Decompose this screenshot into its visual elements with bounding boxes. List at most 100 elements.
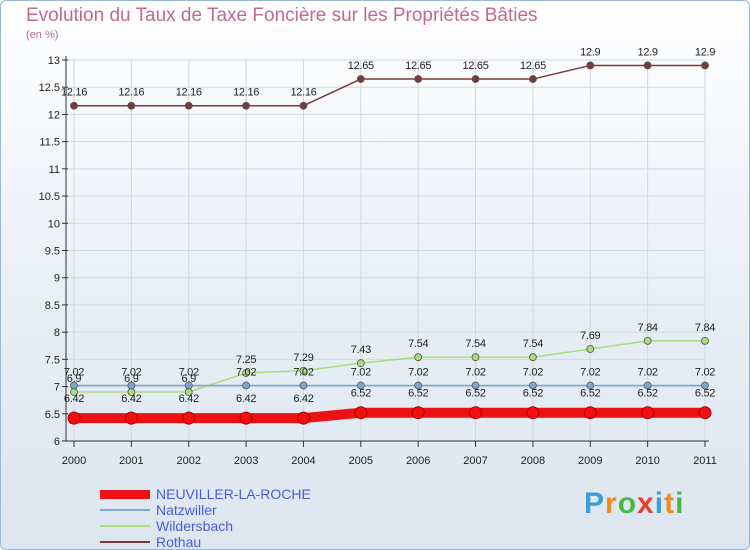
- data-label: 12.16: [176, 87, 202, 99]
- x-tick-label: 2010: [635, 455, 659, 467]
- data-label: 7.02: [64, 366, 84, 378]
- x-tick-label: 2000: [62, 455, 86, 467]
- data-label: 7.02: [695, 366, 715, 378]
- data-label: 6.52: [408, 388, 428, 400]
- data-label: 6.9: [67, 373, 82, 385]
- data-point: [469, 406, 483, 420]
- data-label: 7.02: [179, 366, 199, 378]
- y-tick-label: 13: [48, 55, 60, 67]
- y-tick-label: 8: [54, 327, 60, 339]
- legend-swatch: [100, 525, 150, 527]
- series-line-rothau: [73, 64, 706, 107]
- data-point: [698, 406, 712, 420]
- legend-item: Wildersbach: [100, 518, 311, 534]
- data-label: 6.52: [465, 388, 485, 400]
- x-tick-label: 2008: [521, 455, 545, 467]
- data-point: [414, 353, 423, 362]
- legend-label: Rothau: [156, 534, 202, 550]
- data-point: [299, 101, 308, 110]
- logo-letter: i: [654, 487, 665, 520]
- data-point: [239, 411, 253, 425]
- y-tick-label: 9: [54, 273, 60, 285]
- x-tick-label: 2002: [176, 455, 200, 467]
- data-point: [299, 381, 308, 390]
- chart-legend: NEUVILLER-LA-ROCHE Natzwiller Wildersbach R…: [100, 486, 311, 550]
- data-label: 6.52: [523, 388, 543, 400]
- data-point: [643, 381, 652, 390]
- data-point: [184, 381, 193, 390]
- data-label: 12.65: [405, 60, 431, 72]
- x-tick-label: 2004: [291, 455, 315, 467]
- data-label: 6.42: [121, 393, 141, 405]
- data-label: 6.42: [236, 393, 256, 405]
- x-tick-label: 2003: [234, 455, 258, 467]
- logo-letter: i: [675, 487, 685, 520]
- data-label: 12.16: [290, 87, 316, 99]
- y-tick-label: 12.5: [39, 82, 60, 94]
- legend-label: NEUVILLER-LA-ROCHE: [156, 486, 311, 502]
- data-point: [242, 369, 250, 377]
- data-label: 7.02: [580, 366, 600, 378]
- logo-letter: x: [637, 487, 655, 520]
- data-point: [296, 411, 310, 425]
- x-tick-label: 2006: [406, 455, 430, 467]
- data-point: [184, 101, 193, 110]
- data-point: [356, 359, 365, 368]
- data-point: [70, 101, 78, 110]
- x-tick-label: 2007: [463, 455, 487, 467]
- legend-item: NEUVILLER-LA-ROCHE: [100, 486, 311, 502]
- data-label: 7.43: [351, 344, 371, 356]
- logo-letter: t: [664, 487, 676, 520]
- data-point: [586, 381, 595, 390]
- data-label: 12.65: [463, 60, 489, 72]
- data-point: [127, 381, 136, 390]
- data-point: [299, 366, 308, 375]
- data-label: 12.9: [695, 46, 715, 58]
- data-point: [242, 101, 250, 110]
- data-label: 6.42: [179, 393, 199, 405]
- data-label: 7.25: [236, 354, 256, 366]
- y-tick-label: 10: [48, 218, 60, 230]
- data-point: [471, 75, 480, 83]
- data-point: [67, 411, 81, 425]
- series-line-neuviller-la-roche: [69, 407, 710, 424]
- data-label: 7.54: [523, 338, 543, 350]
- data-point: [701, 61, 709, 70]
- y-tick-label: 8.5: [45, 300, 60, 312]
- data-label: 7.29: [293, 352, 313, 364]
- data-label: 7.69: [580, 330, 600, 342]
- data-point: [356, 381, 365, 390]
- data-point: [583, 406, 597, 420]
- data-point: [643, 61, 652, 70]
- chart-title: Evolution du Taux de Taxe Foncière sur l…: [26, 5, 538, 26]
- data-point: [182, 411, 196, 425]
- data-label: 7.02: [523, 366, 543, 378]
- legend-swatch: [100, 489, 150, 499]
- data-label: 7.84: [638, 322, 658, 334]
- legend-item: Natzwiller: [100, 502, 311, 518]
- y-tick-label: 9.5: [45, 246, 60, 258]
- y-tick-label: 11: [49, 164, 60, 176]
- data-label: 12.65: [520, 60, 546, 72]
- y-tick-label: 6: [54, 436, 60, 448]
- data-point: [701, 381, 709, 390]
- data-point: [586, 61, 595, 70]
- legend-item: Rothau: [100, 534, 311, 550]
- y-tick-label: 7.5: [45, 354, 60, 366]
- data-point: [529, 381, 537, 390]
- legend-label: Natzwiller: [156, 502, 217, 518]
- data-point: [529, 75, 537, 83]
- y-tick-label: 11.5: [39, 137, 60, 149]
- y-tick-label: 7: [54, 382, 60, 394]
- data-label: 7.02: [465, 366, 485, 378]
- data-label: 6.42: [64, 393, 84, 405]
- data-label: 7.54: [465, 338, 485, 350]
- data-label: 6.52: [695, 388, 715, 400]
- logo-letter: r: [605, 487, 618, 520]
- logo-letter: P: [584, 487, 606, 520]
- data-label: 6.9: [182, 373, 197, 385]
- x-tick-label: 2001: [119, 455, 143, 467]
- data-label: 7.84: [695, 322, 715, 334]
- data-label: 7.02: [351, 366, 371, 378]
